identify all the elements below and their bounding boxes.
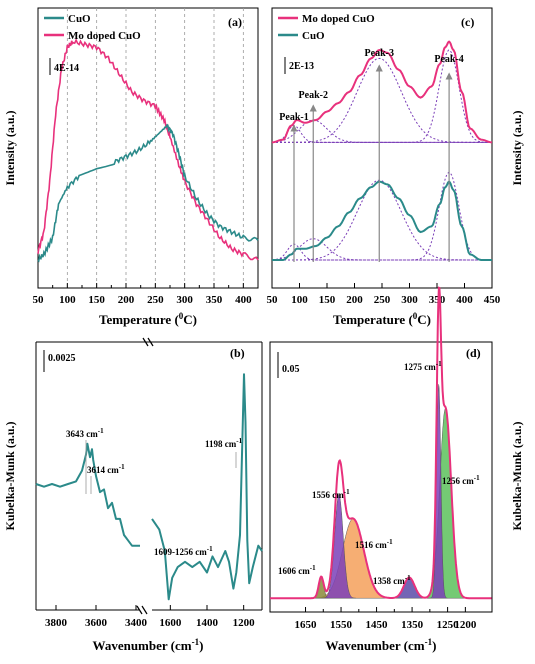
panel-c-ylabel: Intensity (a.u.)	[510, 110, 524, 185]
panel-c-lines	[271, 40, 493, 261]
x-tick-label: 450	[484, 294, 501, 306]
x-tick-label: 1650	[295, 619, 318, 631]
x-tick-label: 3600	[85, 617, 108, 629]
x-tick-label: 1250	[437, 619, 460, 631]
spectrum-segment-left	[35, 442, 140, 547]
panel-a-ylabel: Intensity (a.u.)	[3, 110, 17, 185]
axis-break	[136, 337, 154, 615]
panel-d-frame	[269, 341, 493, 613]
x-tick-label: 100	[59, 294, 76, 306]
fit-component-1556	[321, 494, 356, 599]
x-tick-label: 1200	[454, 619, 477, 631]
x-tick-label: 100	[291, 294, 308, 306]
legend-label-mo: Mo doped CuO	[302, 13, 375, 25]
panel-c-ticks: 50 100 150 200 250 300 350 400 450	[267, 283, 501, 306]
panel-b-frame	[35, 341, 263, 611]
panel-b-scalebar-label: 0.0025	[48, 353, 76, 364]
x-tick-label: 1200	[233, 617, 256, 629]
panel-a-lines	[37, 38, 259, 263]
annotation-1556: 1556 cm-1	[312, 488, 350, 500]
series-line-mo	[271, 40, 493, 144]
panel-d-ylabel: Kubelka-Munk (a.u.)	[510, 421, 524, 530]
envelope-line	[270, 286, 492, 600]
panel-d-label: (d)	[466, 346, 481, 360]
x-tick-label: 300	[401, 294, 418, 306]
x-tick-label: 3400	[125, 617, 148, 629]
spectrum-segment-right	[151, 373, 263, 601]
panel-b-label: (b)	[230, 346, 245, 360]
panel-c-xlabel: Temperature (0C)	[333, 311, 431, 327]
panel-b-ticks: 3800 3600 3400 1600 1400 1200	[45, 605, 255, 629]
fit-component	[272, 243, 492, 261]
x-tick-label: 1400	[196, 617, 219, 629]
peak-label: Peak-4	[434, 54, 463, 65]
fit-component-1275	[429, 384, 448, 599]
x-tick-label: 1600	[159, 617, 182, 629]
x-tick-label: 250	[147, 294, 164, 306]
panel-a-legend: CuO Mo doped CuO	[44, 13, 141, 42]
legend-label-cuo: CuO	[302, 30, 325, 42]
x-tick-label: 3800	[45, 617, 68, 629]
x-tick-label: 50	[33, 294, 45, 306]
annotation-1198: 1198 cm-1	[205, 437, 243, 449]
x-tick-label: 300	[176, 294, 193, 306]
panel-c: 50 100 150 200 250 300 350 400 450 Peak-1Peak-2P…	[267, 7, 524, 327]
panel-c-peaks: Peak-1 Peak-2 Peak-3 Peak-4	[279, 48, 464, 262]
series-line-cuo	[37, 123, 259, 263]
x-tick-label: 250	[374, 294, 391, 306]
annotation-1516: 1516 cm-1	[355, 538, 393, 550]
annotation-1275: 1275 cm-1	[404, 360, 442, 372]
panel-c-label: (c)	[461, 15, 474, 29]
panel-a-ticks: 50 100 150 200 250 300 350 400	[33, 283, 252, 306]
panel-d-scalebar-label: 0.05	[282, 364, 300, 375]
panel-c-legend: Mo doped CuO CuO	[278, 13, 375, 42]
x-tick-label: 200	[118, 294, 135, 306]
panel-b: 3800 3600 3400 1600 1400 1200 0.0025 (b) 3643…	[3, 337, 263, 653]
peak-label: Peak-2	[299, 90, 328, 101]
panel-d-xlabel: Wavenumber (cm-1)	[326, 637, 437, 653]
fit-component-1256	[422, 408, 469, 599]
fit-component	[272, 125, 492, 143]
x-tick-label: 350	[429, 294, 446, 306]
series-line-cuo	[272, 180, 492, 261]
x-tick-label: 1350	[401, 619, 424, 631]
x-tick-label: 400	[235, 294, 252, 306]
fit-component	[272, 57, 492, 143]
panel-b-ylabel: Kubelka-Munk (a.u.)	[3, 421, 17, 530]
peak-label: Peak-1	[279, 112, 308, 123]
panel-d-envelope	[270, 286, 492, 600]
panel-a-grid	[66, 8, 244, 288]
x-tick-label: 150	[319, 294, 336, 306]
panel-a-scalebar-label: 4E-14	[54, 63, 79, 74]
x-tick-label: 1550	[330, 619, 353, 631]
x-tick-label: 350	[206, 294, 223, 306]
annotation-1358: 1358 cm-1	[373, 574, 411, 586]
x-tick-label: 150	[88, 294, 105, 306]
annotation-3614: 3614 cm-1	[87, 463, 125, 475]
annotation-1256: 1256 cm-1	[442, 474, 480, 486]
panel-a: 50 100 150 200 250 300 350 400 CuO Mo doped CuO…	[3, 7, 259, 327]
x-tick-label: 50	[267, 294, 279, 306]
panel-a-xlabel: Temperature (0C)	[99, 311, 197, 327]
legend-label-cuo: CuO	[68, 13, 91, 25]
annotation-1609-1256: 1609-1256 cm-1	[154, 545, 213, 557]
panel-a-frame	[37, 7, 259, 289]
panel-a-label: (a)	[228, 15, 242, 29]
annotation-3643: 3643 cm-1	[66, 427, 104, 439]
panel-c-scalebar-label: 2E-13	[289, 61, 314, 72]
legend-label-mo: Mo doped CuO	[68, 30, 141, 42]
x-tick-label: 200	[346, 294, 363, 306]
panel-b-lines	[35, 373, 263, 601]
peak-label: Peak-3	[365, 48, 394, 59]
x-tick-label: 1450	[366, 619, 389, 631]
series-line-mo	[37, 38, 259, 261]
x-tick-label: 400	[456, 294, 473, 306]
panel-b-xlabel: Wavenumber (cm-1)	[93, 637, 204, 653]
annotation-1606: 1606 cm-1	[278, 564, 316, 576]
panel-c-fits	[271, 49, 492, 261]
